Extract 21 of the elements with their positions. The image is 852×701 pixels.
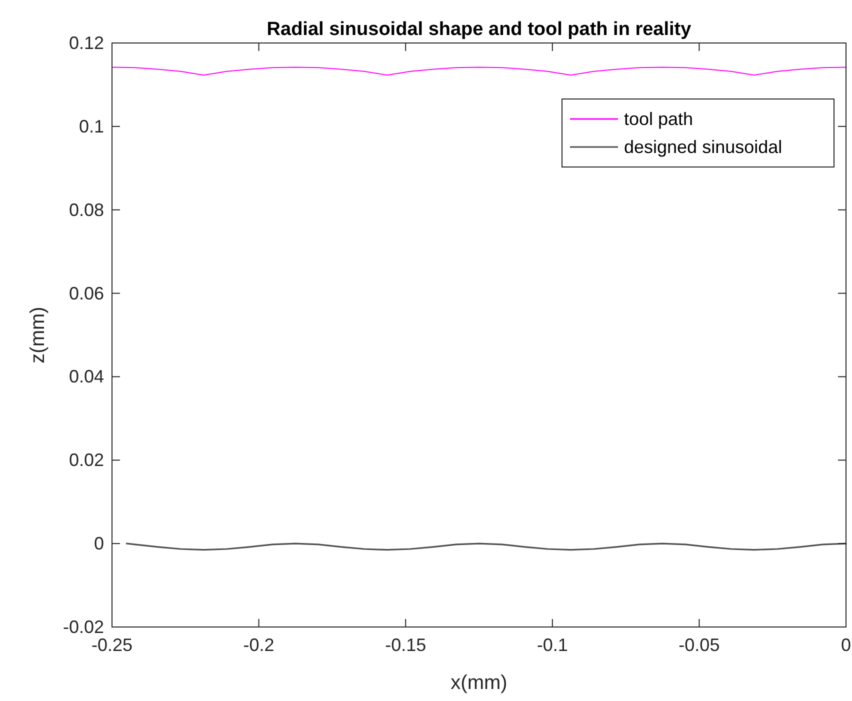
x-tick-label: -0.05 [678,635,720,655]
x-tick-label: 0 [840,635,852,655]
x-tick-label: -0.2 [243,635,274,655]
y-tick-label: 0.1 [78,116,104,136]
line-series [126,542,847,551]
y-tick-label: 0.02 [68,450,104,470]
legend-label: tool path [624,109,694,129]
y-tick-label: 0.12 [68,33,104,53]
y-tick-label: 0.08 [68,200,104,220]
chart-title: Radial sinusoidal shape and tool path in reality [266,19,692,40]
line-series [112,66,846,76]
y-axis-title: z(mm) [27,306,49,364]
y-tick-label: 0 [94,534,104,554]
x-axis-title: x(mm) [450,672,508,694]
y-tick-label: 0.04 [68,366,104,387]
y-tick-label: 0.06 [68,283,104,304]
x-tick-label: -0.1 [536,635,568,655]
legend-label: designed sinusoidal [624,137,782,157]
x-tick-label: -0.25 [91,635,133,655]
x-tick-label: -0.15 [385,635,426,655]
y-tick-label: -0.02 [62,617,104,637]
